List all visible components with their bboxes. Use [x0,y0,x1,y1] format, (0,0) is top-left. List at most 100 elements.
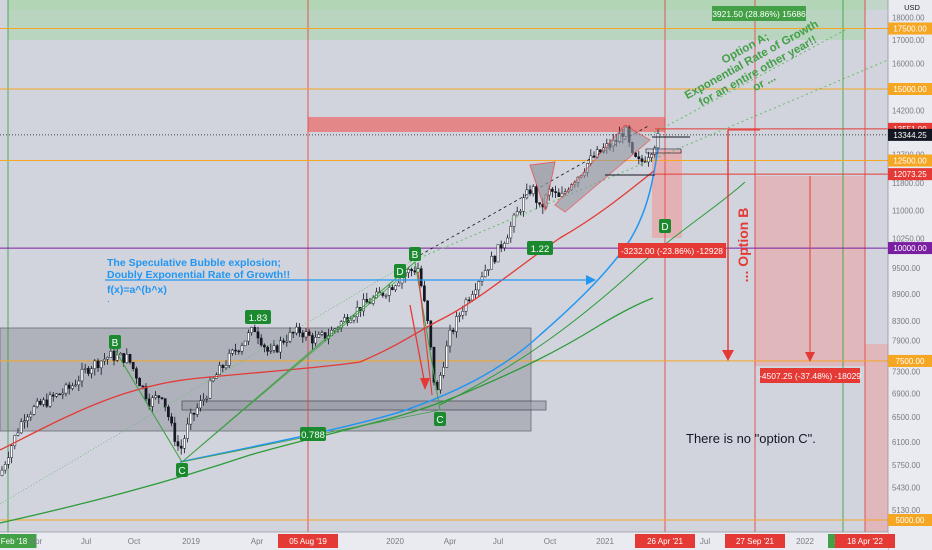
candle-body [285,340,289,343]
formula-dot: . [107,294,110,305]
candle-body [493,255,497,263]
price-tag-bg [888,22,932,35]
price-tick-label: 5130.00 [892,506,921,515]
time-tick-label: Apr [30,537,43,546]
price-tick-label: 8300.00 [892,317,921,326]
candle-body [407,268,410,273]
candle-body [432,346,436,383]
candle-body [483,270,487,278]
candle-body [32,406,36,415]
candle-body [253,327,257,333]
ratio-label-bg [245,310,271,324]
candle-body [279,340,282,353]
candle-body [423,285,426,302]
price-tick-label: 5430.00 [892,484,921,493]
candle-body [640,158,644,162]
time-tag-bg [635,534,695,548]
candle-body [61,392,65,395]
candle-body [83,368,87,370]
candle-body [448,329,452,347]
candle-body [154,395,157,398]
candle-body [51,394,55,397]
time-tag-bg [725,534,785,548]
bubble-title: The Speculative Bubble explosion; [107,257,281,269]
wedge-1 [529,161,556,212]
level-bar-3 [645,148,682,154]
time-tick-label: 2020 [386,537,404,546]
candle-body [224,365,228,369]
candle-body [170,416,173,424]
measure-label-text: -4507.25 (-37.48%) -18029 [759,371,861,381]
candle-body [650,154,653,158]
pattern-label-text: C [178,466,185,477]
resistance-zone [308,117,665,132]
candle-body [304,331,308,338]
bubble-arrow-head [586,275,596,285]
candle-body [99,360,103,369]
candle-body [45,399,49,407]
candle-body [218,365,221,375]
candle-body [506,237,509,244]
candle-body [163,398,167,408]
measure-label-text: 3921.50 (28.86%) 15686 [712,9,806,19]
dotted-trend-high [409,59,889,263]
candle-body [186,423,189,439]
time-tick-label: Oct [128,537,141,546]
candles-layer [0,125,660,477]
bubble-subtitle: Doubly Exponential Rate of Growth!! [107,269,290,281]
formula: f(x)=a^(b^x) [107,284,167,296]
candle-body [320,332,324,335]
time-tag-text: 27 Sep '21 [736,537,775,546]
time-tick-label: Apr [444,537,457,546]
pattern-label-bg [109,335,121,349]
candle-body [599,149,602,153]
drawings-layer [105,124,815,463]
candle-body [131,362,135,369]
pattern-label-bg [434,412,446,426]
candle-body [208,380,212,399]
candle-body [179,445,183,449]
candle-body [29,414,33,418]
ratio-label-text: 1.83 [249,313,268,324]
candle-body [240,345,244,352]
pattern-label: C [434,412,446,426]
candle-body [195,407,199,415]
pattern-label-text: D [396,267,403,278]
candle-body [365,299,369,303]
candle-body [397,282,401,287]
pattern-label: D [659,219,671,233]
candle-body [557,192,561,197]
candle-body [554,191,557,193]
measure-label-bg [760,368,860,383]
time-tag-bg [278,534,338,548]
candle-body [647,157,650,163]
pattern-label-text: B [412,250,419,261]
pattern-label-bg [409,247,421,261]
candle-body [551,188,554,192]
candle-body [259,337,263,346]
drop-zone-c [865,344,888,532]
candle-body [119,353,122,356]
price-tag-text: 17500.00 [893,25,927,34]
price-tag-bg [888,514,932,526]
ratio-label-text: 1.22 [531,244,550,255]
candle-body [298,326,301,334]
price-tag-text: 13344.25 [893,131,927,140]
candle-body [391,287,394,290]
candle-body [144,386,148,400]
candle-body [141,385,145,388]
price-tick-label: 10250.00 [892,234,925,243]
time-tick-label: Oct [544,537,557,546]
candle-body [157,395,161,398]
candle-body [77,380,81,386]
price-tag-text: 5000.00 [896,516,925,525]
candle-body [237,350,241,353]
candle-body [480,276,484,282]
time-tick-label: Jul [81,537,91,546]
support-box [181,400,547,411]
levels-layer [0,0,888,532]
candle-body [349,319,353,323]
candle-body [487,268,490,271]
